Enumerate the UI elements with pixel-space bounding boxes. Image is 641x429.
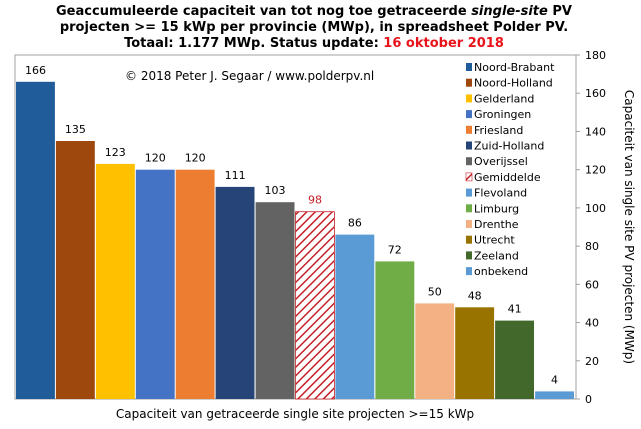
bar-noord-holland xyxy=(55,141,95,399)
y-tick-label-100: 100 xyxy=(585,202,606,215)
legend-label-groningen: Groningen xyxy=(474,108,531,121)
status-date: 16 oktober 2018 xyxy=(383,36,504,51)
chart-title-line-2: projecten >= 15 kWp per provincie (MWp),… xyxy=(60,20,568,35)
legend-swatch-groningen xyxy=(466,110,472,119)
y-tick-label-80: 80 xyxy=(585,240,599,253)
y-tick-label-160: 160 xyxy=(585,87,606,100)
y-tick-label-20: 20 xyxy=(585,355,599,368)
legend-swatch-friesland xyxy=(466,125,472,134)
y-tick-label-140: 140 xyxy=(585,125,606,138)
value-label-limburg: 72 xyxy=(388,243,402,256)
bar-flevoland xyxy=(335,234,375,399)
legend-swatch-gelderland xyxy=(466,94,472,103)
bar-drenthe xyxy=(415,303,455,399)
y-tick-label-40: 40 xyxy=(585,317,599,330)
legend-swatch-utrecht xyxy=(466,235,472,244)
value-label-utrecht: 48 xyxy=(468,289,482,302)
bar-utrecht xyxy=(455,307,495,399)
legend: Noord-Brabant Noord-Holland Gelderland Gron… xyxy=(465,61,555,278)
legend-label-zeeland: Zeeland xyxy=(474,249,519,262)
value-label-zeeland: 41 xyxy=(508,303,522,316)
value-label-groningen: 120 xyxy=(145,152,166,165)
title-line3-prefix: Totaal: 1.177 MWp. Status update: xyxy=(124,36,383,51)
legend-swatch-noord-holland xyxy=(466,78,472,87)
legend-label-flevoland: Flevoland xyxy=(474,187,527,200)
legend-label-gemiddelde: Gemiddelde xyxy=(474,171,541,184)
legend-swatch-limburg xyxy=(466,204,472,213)
legend-label-zuid-holland: Zuid-Holland xyxy=(474,140,544,153)
bar-friesland xyxy=(175,169,215,399)
bar-overijssel xyxy=(255,202,295,399)
x-axis-label: Capaciteit van getraceerde single site p… xyxy=(116,407,474,421)
value-labels-group: 166 135 123 120 120 111 103 98 86 72 50 48 41 4 xyxy=(25,64,558,387)
bar-limburg xyxy=(375,261,415,399)
value-label-flevoland: 86 xyxy=(348,217,362,230)
bar-gelderland xyxy=(95,163,135,399)
value-label-noord-brabant: 166 xyxy=(25,64,46,77)
legend-label-utrecht: Utrecht xyxy=(474,234,515,247)
legend-swatch-overijssel xyxy=(466,157,472,166)
title-line1-prefix: Geaccumuleerde capaciteit van tot nog to… xyxy=(56,4,471,19)
legend-label-friesland: Friesland xyxy=(474,124,523,137)
chart-title-line-3: Totaal: 1.177 MWp. Status update: 16 okt… xyxy=(124,36,504,51)
legend-label-gelderland: Gelderland xyxy=(474,92,534,105)
y-axis-label: Capaciteit van single site PV projecten … xyxy=(622,90,636,364)
y-tick-label-0: 0 xyxy=(585,393,592,406)
y-tick-label-60: 60 xyxy=(585,278,599,291)
title-line1-suffix: PV xyxy=(548,4,572,19)
chart-title-line-1: Geaccumuleerde capaciteit van tot nog to… xyxy=(56,4,572,19)
value-label-overijssel: 103 xyxy=(265,184,286,197)
value-label-gelderland: 123 xyxy=(105,146,126,159)
legend-label-overijssel: Overijssel xyxy=(474,155,528,168)
legend-label-noord-brabant: Noord-Brabant xyxy=(474,61,555,74)
legend-swatch-flevoland xyxy=(466,188,472,197)
value-label-zuid-holland: 111 xyxy=(225,169,246,182)
y-tick-label-120: 120 xyxy=(585,164,606,177)
legend-swatch-gemiddelde xyxy=(465,172,473,182)
legend-swatch-onbekend xyxy=(466,267,472,276)
bar-noord-brabant xyxy=(16,81,55,400)
copyright-notice: © 2018 Peter J. Segaar / www.polderpv.nl xyxy=(125,69,374,83)
legend-swatch-zuid-holland xyxy=(466,141,472,150)
value-label-onbekend: 4 xyxy=(551,373,558,386)
bar-zuid-holland xyxy=(215,186,255,399)
value-label-gemiddelde: 98 xyxy=(308,194,322,207)
value-label-drenthe: 50 xyxy=(428,285,442,298)
legend-label-drenthe: Drenthe xyxy=(474,218,519,231)
y-axis-ticks: 0 20 40 60 80 100 120 140 160 180 xyxy=(576,49,606,406)
value-label-noord-holland: 135 xyxy=(65,123,86,136)
title-line1-italic: single-site xyxy=(471,4,548,19)
bar-gemiddelde xyxy=(295,211,335,400)
legend-label-noord-holland: Noord-Holland xyxy=(474,77,553,90)
bar-groningen xyxy=(135,169,175,399)
legend-swatch-zeeland xyxy=(466,251,472,260)
legend-swatch-drenthe xyxy=(466,220,472,228)
legend-label-limburg: Limburg xyxy=(474,202,519,215)
bars-group xyxy=(16,81,574,400)
value-label-friesland: 120 xyxy=(185,152,206,165)
legend-swatch-noord-brabant xyxy=(466,63,472,71)
y-tick-label-180: 180 xyxy=(585,49,606,62)
legend-label-onbekend: onbekend xyxy=(474,265,528,278)
bar-onbekend xyxy=(535,391,574,399)
bar-zeeland xyxy=(495,320,534,399)
